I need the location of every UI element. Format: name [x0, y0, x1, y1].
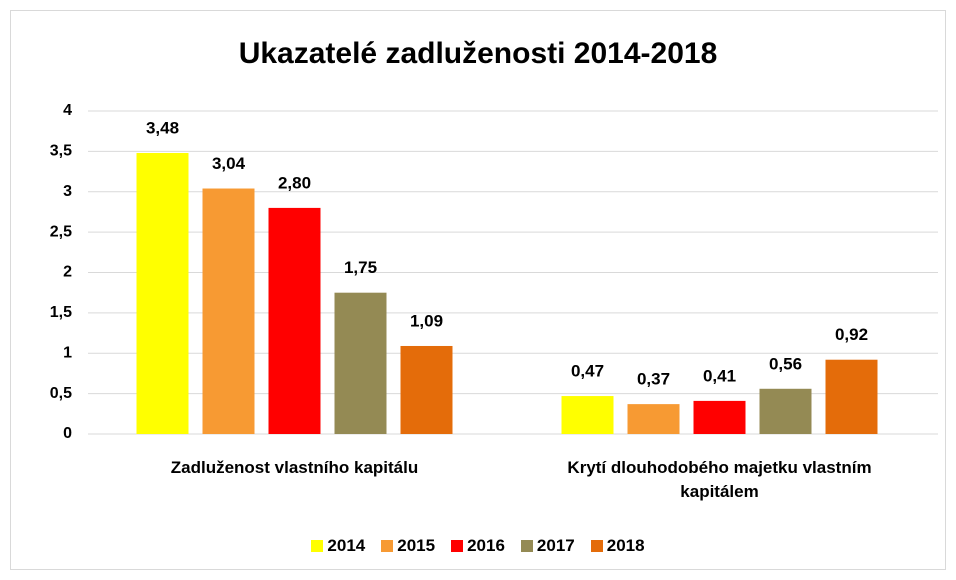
y-tick-label: 2,5 [50, 223, 72, 240]
legend-label: 2016 [467, 536, 505, 555]
bar [825, 359, 878, 434]
legend-swatch [520, 540, 533, 552]
legend-label: 2017 [536, 536, 575, 555]
bar [400, 345, 453, 434]
x-tick-label: Krytí dlouhodobého majetku vlastním kapi… [567, 458, 872, 501]
bar [693, 400, 746, 434]
value-label: 0,47 [571, 362, 604, 381]
chart-title: Ukazatelé zadluženosti 2014-2018 [239, 37, 718, 70]
y-tick-label: 1,5 [50, 304, 72, 321]
bar [759, 388, 812, 434]
x-tick-label: Zadluženost vlastního kapitálu [170, 458, 419, 477]
legend-swatch [451, 540, 464, 552]
value-label: 0,56 [769, 354, 802, 373]
bar [627, 404, 680, 434]
value-label: 3,48 [146, 118, 179, 137]
legend-swatch [311, 540, 324, 552]
y-tick-label: 4 [63, 102, 72, 119]
bar [136, 152, 189, 435]
legend-swatch [590, 540, 603, 552]
value-label: 3,04 [212, 154, 246, 173]
value-label: 1,75 [344, 258, 377, 277]
legend-swatch [381, 540, 394, 552]
legend-label: 2014 [327, 536, 366, 555]
y-tick-label: 1 [63, 344, 72, 361]
value-label: 0,37 [637, 370, 670, 389]
y-tick-label: 3 [63, 183, 72, 200]
value-label: 2,80 [278, 173, 311, 192]
legend-item: 2015 [381, 536, 435, 556]
legend-item: 2018 [590, 536, 645, 556]
bar [561, 396, 614, 434]
value-label: 1,09 [410, 311, 443, 330]
legend-item: 2014 [311, 536, 365, 556]
legend-item: 2016 [451, 536, 505, 556]
legend-item: 2017 [520, 536, 575, 556]
y-tick-label: 0 [63, 425, 72, 442]
legend-label: 2015 [397, 536, 436, 555]
bar [202, 188, 255, 434]
bar [334, 292, 387, 434]
value-label: 0,92 [835, 325, 868, 344]
y-tick-label: 3,5 [50, 143, 72, 160]
legend: 2014 2015 2016 2017 2018 [0, 536, 956, 556]
legend-label: 2018 [606, 536, 645, 555]
y-tick-label: 0,5 [50, 385, 72, 402]
value-label: 0,41 [703, 366, 736, 385]
y-tick-label: 2 [63, 264, 72, 281]
bar [268, 207, 321, 434]
